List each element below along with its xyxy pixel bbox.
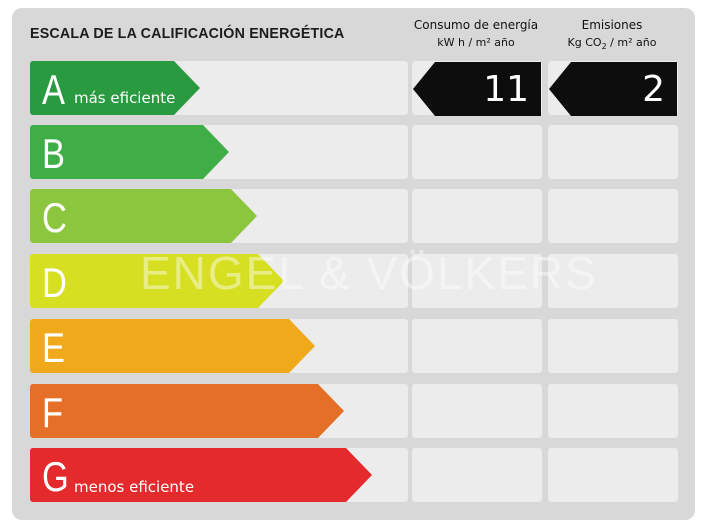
class-letter: A	[42, 66, 65, 113]
emissions-cell	[548, 189, 678, 243]
energy-cell	[412, 125, 542, 179]
emissions-rating-value: 2	[642, 69, 665, 110]
class-arrow-a	[30, 61, 200, 115]
class-letter: B	[42, 130, 65, 177]
energy-header-label: Consumo de energía	[413, 18, 539, 32]
class-arrow-b	[30, 125, 229, 179]
emissions-column-header: Emisiones Kg CO2 / m² año	[544, 17, 680, 55]
energy-cell	[412, 319, 542, 373]
class-letter: G	[42, 453, 69, 500]
class-arrow-e	[30, 319, 315, 373]
emissions-rating-badge: 2	[549, 62, 677, 116]
class-label: más eficiente	[74, 89, 176, 107]
emissions-cell	[548, 254, 678, 308]
emissions-cell	[548, 448, 678, 502]
class-arrow-d	[30, 254, 284, 308]
emissions-unit-label: Kg CO2 / m² año	[544, 34, 680, 55]
energy-unit-label: kW h / m² año	[437, 36, 515, 49]
emissions-cell	[548, 319, 678, 373]
energy-cell	[412, 384, 542, 438]
energy-column-header: Consumo de energía kW h / m² año	[408, 17, 544, 51]
energy-cell	[412, 448, 542, 502]
class-arrow-g	[30, 448, 372, 502]
class-letter: C	[42, 194, 67, 241]
energy-cell	[412, 254, 542, 308]
class-letter: D	[42, 259, 67, 306]
energy-cell	[412, 189, 542, 243]
emissions-cell	[548, 384, 678, 438]
class-arrow-f	[30, 384, 344, 438]
emissions-unit-prefix: Kg CO	[567, 36, 602, 49]
emissions-cell	[548, 125, 678, 179]
class-arrow-c	[30, 189, 257, 243]
page-title: ESCALA DE LA CALIFICACIÓN ENERGÉTICA	[30, 25, 345, 42]
class-label: menos eficiente	[74, 478, 195, 496]
emissions-header-label: Emisiones	[581, 18, 643, 32]
class-letter: F	[42, 389, 64, 436]
energy-rating-value: 11	[483, 69, 529, 110]
emissions-unit-sub: 2	[601, 42, 607, 52]
energy-rating-badge: 11	[413, 62, 541, 116]
class-letter: E	[42, 324, 65, 371]
emissions-unit-suffix: / m² año	[606, 36, 657, 49]
